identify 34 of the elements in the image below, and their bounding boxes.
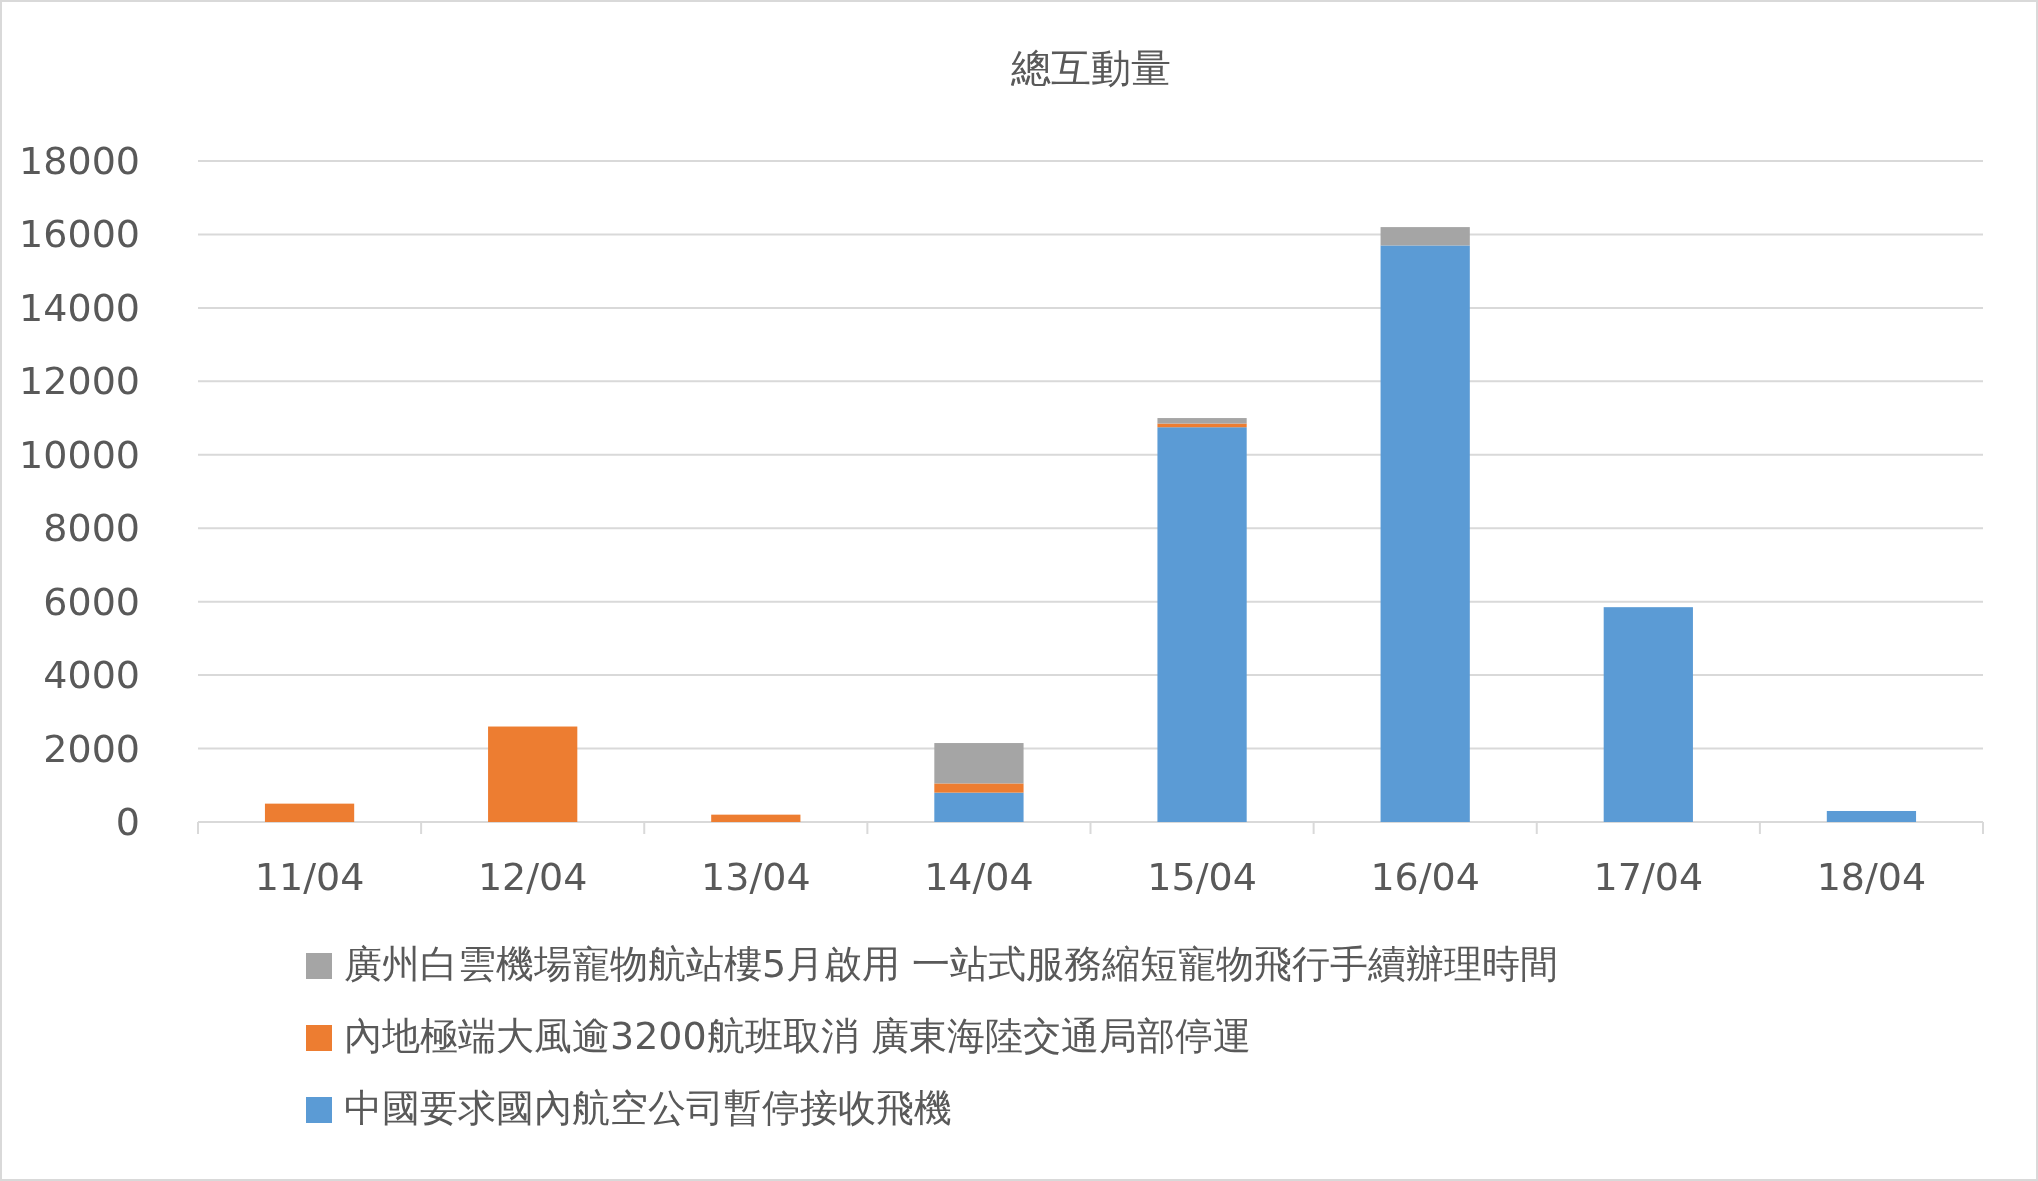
x-tick-label: 12/04 [477,855,588,899]
x-tick-label: 16/04 [1370,855,1480,899]
x-tick-label: 15/04 [1147,855,1257,899]
x-tick-label: 13/04 [701,855,811,899]
x-tick-label: 14/04 [924,855,1034,899]
y-tick-label: 10000 [19,432,140,477]
bar [1603,607,1693,822]
legend-label: 內地極端大風逾3200航班取消 廣東海陸交通局部停運 [344,1014,1251,1058]
y-tick-label: 12000 [19,359,140,404]
x-tick-label: 17/04 [1593,855,1704,899]
y-tick-label: 6000 [43,579,140,624]
bar [1380,245,1470,822]
bar [264,803,355,822]
bar [488,726,578,822]
bar [1157,418,1247,424]
bar [934,743,1024,784]
bar [711,814,801,822]
y-tick-label: 16000 [19,212,140,257]
bar [1380,227,1470,246]
bar [1826,810,1917,822]
bar [934,792,1024,822]
legend-label: 中國要求國內航空公司暫停接收飛機 [344,1086,952,1130]
bar [934,783,1024,793]
y-tick-label: 14000 [19,285,140,330]
chart-title: 總互動量 [1009,45,1171,91]
y-tick-label: 2000 [43,726,140,771]
y-tick-label: 8000 [43,506,140,551]
x-tick-label: 11/04 [254,855,365,899]
y-tick-label: 18000 [19,139,140,183]
legend-label: 廣州白雲機場寵物航站樓5月啟用 一站式服務縮短寵物飛行手續辦理時間 [344,942,1559,986]
y-tick-label: 0 [115,800,140,844]
bar [1157,427,1247,822]
y-tick-label: 4000 [43,653,140,698]
x-tick-label: 18/04 [1816,855,1927,899]
